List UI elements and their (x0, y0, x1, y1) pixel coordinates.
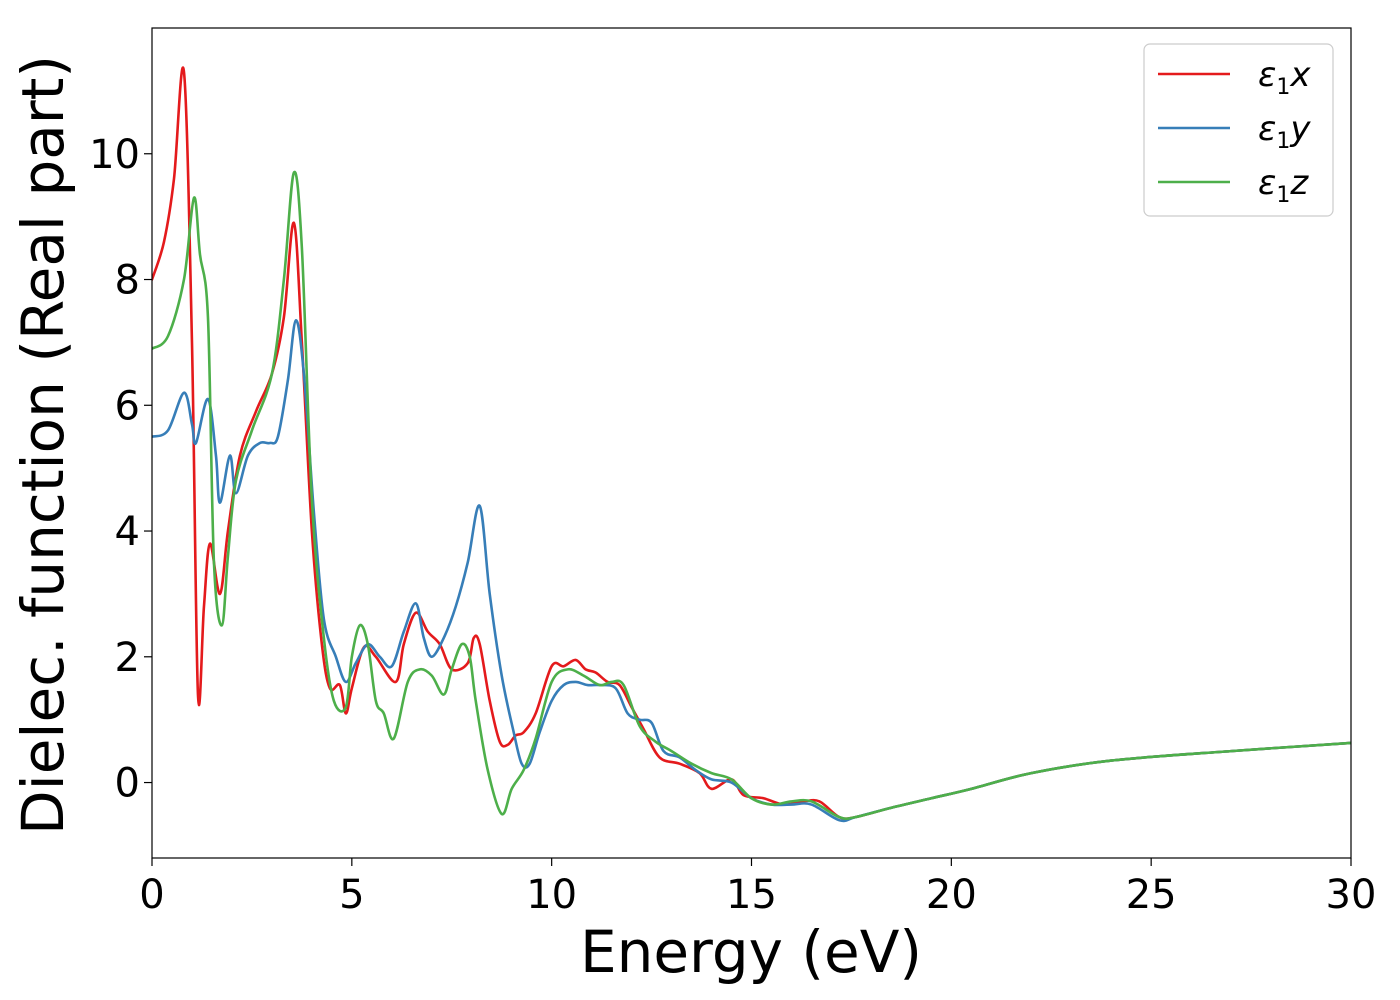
x-axis-label: Energy (eV) (580, 918, 922, 986)
y-tick-label: 4 (115, 509, 140, 555)
series-line-y (152, 319, 1351, 823)
legend-label: ε1y (1258, 109, 1311, 154)
x-tick-label: 15 (726, 872, 777, 918)
y-axis-ticks: 0 2 4 6 8 10 (89, 132, 152, 807)
y-axis-label: Dielec. function (Real part) (9, 55, 77, 835)
x-tick-label: 5 (339, 872, 364, 918)
x-tick-label: 0 (139, 872, 164, 918)
series-line-z (152, 170, 1351, 821)
y-tick-label: 8 (115, 258, 140, 304)
legend-label: ε1z (1258, 163, 1309, 208)
x-tick-label: 25 (1126, 872, 1177, 918)
x-tick-label: 20 (926, 872, 977, 918)
legend-box (1143, 43, 1334, 217)
legend: ε1x ε1y ε1z (1143, 43, 1334, 217)
y-tick-label: 0 (115, 761, 140, 807)
y-tick-label: 10 (89, 132, 140, 178)
y-tick-label: 6 (115, 383, 140, 429)
legend-label: ε1x (1258, 55, 1311, 100)
x-axis-ticks: 0 5 10 15 20 25 30 (139, 858, 1376, 918)
y-tick-label: 2 (115, 635, 140, 681)
x-tick-label: 10 (526, 872, 577, 918)
x-tick-label: 30 (1326, 872, 1377, 918)
series-layer (152, 66, 1351, 823)
